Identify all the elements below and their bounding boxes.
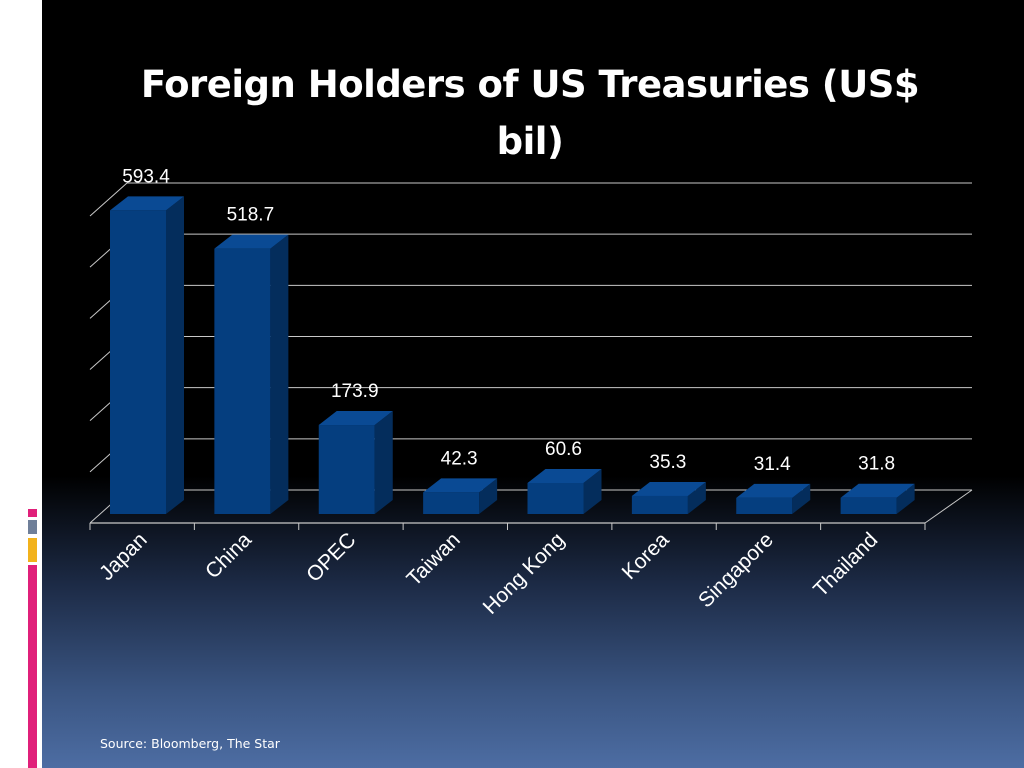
- chart-title: Foreign Holders of US Treasuries (US$ bi…: [140, 63, 920, 163]
- bar: [527, 482, 584, 514]
- category-label: OPEC: [302, 528, 360, 586]
- data-label: 173.9: [331, 381, 379, 402]
- data-label: 31.4: [754, 454, 791, 475]
- bar-top: [110, 196, 184, 211]
- data-label: 60.6: [545, 439, 582, 460]
- bar-top: [214, 234, 289, 249]
- bar-top: [318, 411, 393, 426]
- bar-side: [166, 196, 184, 514]
- bar-top: [423, 478, 498, 493]
- category-label: Japan: [95, 528, 152, 585]
- data-label: 593.4: [122, 166, 170, 187]
- category-label: Singapore: [694, 528, 778, 612]
- category-label: Taiwan: [402, 528, 464, 590]
- accent-gray: [28, 520, 37, 534]
- gridline-side: [89, 182, 128, 217]
- bar-top: [736, 483, 811, 498]
- category-label: China: [201, 528, 256, 583]
- bar: [214, 248, 271, 514]
- accent-gold: [28, 538, 37, 562]
- category-label: Thailand: [809, 528, 882, 601]
- bar-side: [896, 483, 915, 514]
- bar-side: [374, 411, 393, 514]
- category-label: Hong Kong: [479, 528, 570, 619]
- bar-top: [840, 483, 915, 498]
- bar: [110, 210, 166, 514]
- bar: [736, 497, 793, 514]
- bar-top: [527, 468, 602, 483]
- data-label: 31.8: [858, 454, 895, 475]
- source-note: Source: Bloomberg, The Star: [100, 736, 280, 751]
- bar-side: [583, 468, 602, 514]
- category-label: Korea: [618, 528, 674, 584]
- accent-pink-small: [28, 509, 37, 517]
- data-label: 35.3: [649, 452, 686, 473]
- bar: [840, 497, 897, 514]
- accent-pink-tall: [28, 565, 37, 768]
- slide: Source: Bloomberg, The Star: [42, 0, 1024, 768]
- bar: [423, 492, 480, 514]
- bar: [318, 425, 375, 514]
- bar-top: [631, 481, 706, 496]
- bar-side: [479, 478, 498, 514]
- bar-side: [792, 483, 811, 514]
- bar-side: [687, 481, 706, 514]
- bar-side: [270, 234, 289, 514]
- bar: [631, 495, 688, 514]
- slide-accent-strip: [0, 0, 42, 768]
- data-label: 518.7: [227, 205, 275, 226]
- data-label: 42.3: [441, 448, 478, 469]
- floor-right-edge: [924, 489, 973, 524]
